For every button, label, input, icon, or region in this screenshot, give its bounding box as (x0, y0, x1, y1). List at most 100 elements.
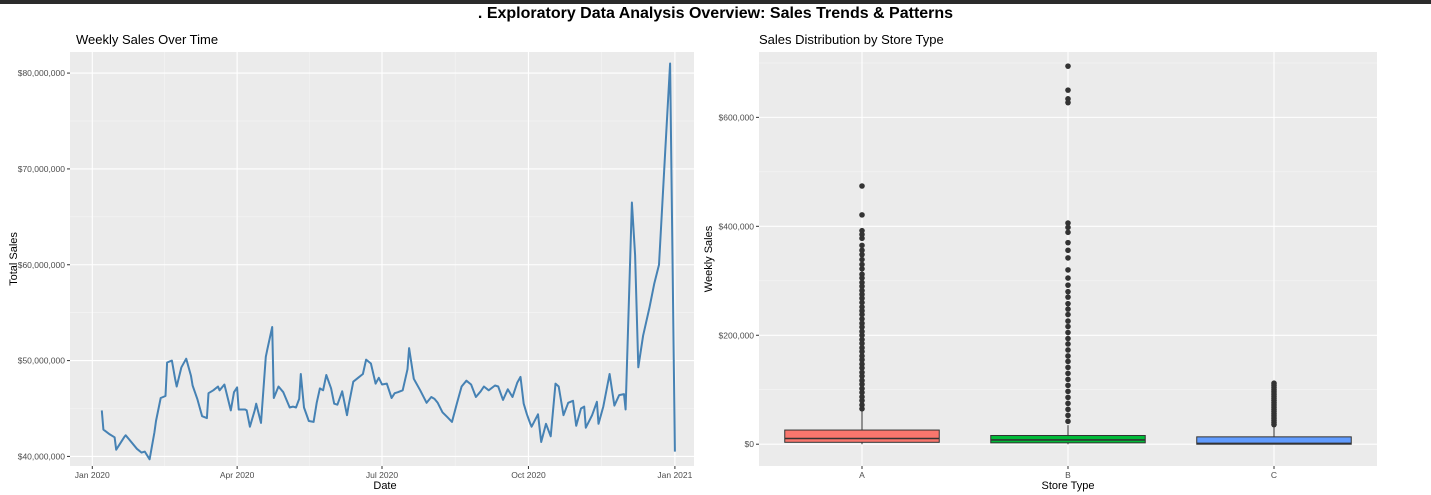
box-outlier-point (859, 235, 865, 242)
line-chart-x-tick-label: Jan 2020 (75, 470, 110, 480)
line-chart-y-tick-label: $80,000,000 (18, 68, 66, 78)
weekly-sales-line (100, 62, 676, 461)
box-chart-x-label: Store Type (1042, 480, 1095, 492)
box-outlier-point (859, 348, 865, 355)
box-outlier-point (1065, 329, 1071, 336)
box-chart-y-tick-label: $200,000 (719, 330, 755, 340)
box-outlier-point (1065, 376, 1071, 383)
weekly-sales-line-chart: Weekly Sales Over Time $40,000,000 $50,00… (8, 32, 694, 492)
box-chart-x-tick-label: A (859, 470, 865, 480)
box-outlier-point (859, 316, 865, 322)
line-chart-y-tick-label: $60,000,000 (18, 260, 66, 270)
line-chart-y-tick-label: $50,000,000 (18, 356, 66, 366)
box-outlier-point (1065, 311, 1071, 318)
box-outlier-point (1065, 267, 1071, 273)
box-outlier-point (1065, 358, 1071, 365)
store-type-box-chart: Sales Distribution by Store Type $0 $200,… (703, 32, 1377, 492)
box-iqr (1196, 436, 1352, 445)
box-outlier-point (859, 373, 865, 379)
box-outlier-point (1065, 294, 1071, 300)
box-outlier-point (859, 324, 865, 330)
line-chart-title: Weekly Sales Over Time (76, 32, 218, 47)
box-outlier-point (1065, 239, 1071, 246)
box-outlier-point (859, 397, 865, 404)
box-outlier-point (1065, 364, 1071, 371)
box-outlier-point (1065, 275, 1071, 281)
box-outlier-point (859, 365, 865, 371)
box-outlier-point (859, 295, 865, 302)
box-outlier-point (859, 299, 865, 306)
box-outlier-point (1065, 99, 1071, 106)
box-outlier-point (859, 406, 865, 412)
box-outlier-point (859, 242, 865, 249)
box-outlier-point (1065, 323, 1071, 330)
box-outlier-point (1065, 306, 1071, 312)
box-outlier-point (1065, 300, 1071, 307)
box-outlier-point (1065, 220, 1071, 226)
line-chart-y-tick-label: $40,000,000 (18, 451, 66, 461)
box-outlier-point (859, 183, 865, 189)
box-outlier-point (859, 283, 865, 290)
line-chart-x-label: Date (373, 480, 396, 492)
box-outlier-point (1065, 335, 1071, 342)
box-outlier-point (859, 261, 865, 268)
box-outlier-point (859, 275, 865, 281)
box-outlier-point (859, 266, 865, 272)
line-chart-x-tick-label: Jul 2020 (366, 470, 398, 480)
page-title: . Exploratory Data Analysis Overview: Sa… (477, 5, 954, 22)
top-border (0, 0, 1431, 4)
box-outlier-point (859, 247, 865, 254)
box-chart-title: Sales Distribution by Store Type (759, 32, 944, 47)
box-outlier-point (859, 340, 865, 347)
box-outlier-point (1065, 418, 1071, 425)
box-outlier-point (1065, 406, 1071, 413)
box-chart-y-tick-label: $0 (745, 439, 755, 449)
line-chart-y-tick-label: $70,000,000 (18, 164, 66, 174)
line-chart-x-tick-label: Jan 2021 (657, 470, 692, 480)
box-outlier-point (1065, 282, 1071, 288)
box-outlier-point (1065, 347, 1071, 353)
box-outlier-point (859, 389, 865, 396)
box-outlier-point (1065, 318, 1071, 324)
box-outlier-point (1065, 229, 1071, 236)
box-outlier-point (1065, 388, 1071, 395)
box-outlier-point (1065, 63, 1071, 69)
line-chart-x-tick-label: Apr 2020 (220, 470, 255, 480)
box-chart-y-label: Weekly Sales (703, 225, 715, 292)
box-outlier-point (1065, 382, 1071, 389)
box-C (1196, 380, 1352, 445)
box-outlier-point (859, 381, 865, 388)
box-outlier-point (1065, 288, 1071, 295)
line-chart-y-label: Total Sales (8, 232, 20, 286)
box-chart-boxes (784, 63, 1352, 445)
box-outlier-point (859, 332, 865, 339)
box-outlier-point (859, 356, 865, 363)
box-outlier-point (1271, 421, 1277, 428)
box-outlier-point (859, 311, 865, 318)
box-iqr (784, 429, 940, 443)
box-outlier-point (859, 212, 865, 218)
box-chart-x-tick-label: B (1065, 470, 1071, 480)
box-outlier-point (1065, 353, 1071, 359)
box-B (990, 63, 1146, 445)
box-outlier-point (859, 251, 865, 258)
box-outlier-point (1065, 394, 1071, 401)
box-outlier-point (1065, 224, 1071, 231)
box-outlier-point (1065, 247, 1071, 254)
box-outlier-point (1065, 400, 1071, 407)
box-chart-y-tick-label: $400,000 (719, 221, 755, 231)
box-chart-y-tick-label: $600,000 (719, 112, 755, 122)
box-chart-x-tick-label: C (1271, 470, 1277, 480)
box-outlier-point (1065, 341, 1071, 347)
line-chart-y-axis: $40,000,000 $50,000,000 $60,000,000 $70,000… (18, 68, 70, 461)
box-outlier-point (1065, 370, 1071, 377)
box-outlier-point (1065, 412, 1071, 419)
box-A (784, 183, 940, 445)
box-chart-y-axis: $0 $200,000 $400,000 $600,000 (719, 112, 759, 449)
line-chart-x-axis: Jan 2020 Apr 2020 Jul 2020 Oct 2020 Jan 2021 (75, 466, 693, 480)
box-outlier-point (859, 256, 865, 263)
box-chart-x-axis: A B C (859, 466, 1277, 480)
box-outlier-point (1065, 87, 1071, 93)
line-chart-x-tick-label: Oct 2020 (511, 470, 546, 480)
